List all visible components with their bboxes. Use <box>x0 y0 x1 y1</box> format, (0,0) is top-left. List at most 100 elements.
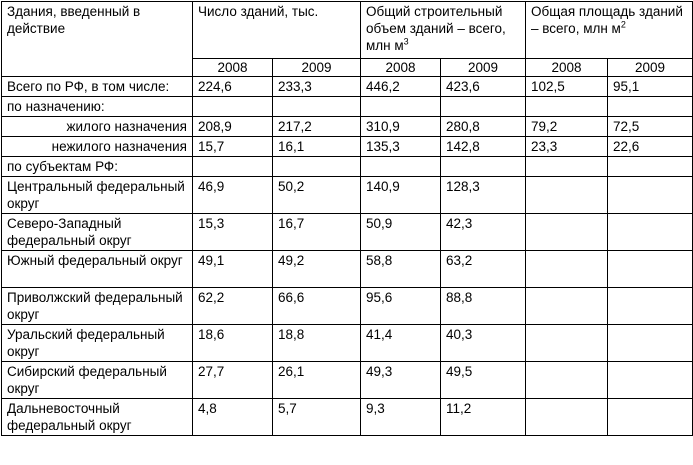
value-cell <box>525 176 609 214</box>
row-label-cell: по субъектам РФ: <box>1 156 193 177</box>
year-cell: 2008 <box>192 58 273 77</box>
value-cell: 88,8 <box>439 287 527 325</box>
value-cell <box>607 398 693 436</box>
value-cell: 49,3 <box>360 361 441 399</box>
value-cell: 42,3 <box>439 213 527 251</box>
value-cell <box>607 250 693 288</box>
value-cell: 50,9 <box>360 213 441 251</box>
header-volume-sup: 3 <box>403 36 409 47</box>
value-cell: 11,2 <box>439 398 527 436</box>
value-cell: 423,6 <box>439 76 527 97</box>
value-cell: 233,3 <box>272 76 361 97</box>
row-label-cell: Северо-Западный федеральный округ <box>1 213 193 251</box>
row-label-cell: Центральный федеральный округ <box>1 176 193 214</box>
table-row: Сибирский федеральный округ 27,7 26,1 49,3 4… <box>1 361 693 399</box>
value-cell: 46,9 <box>192 176 273 214</box>
value-cell <box>439 96 527 117</box>
value-cell: 22,6 <box>607 136 693 157</box>
value-cell: 95,6 <box>360 287 441 325</box>
value-cell: 27,7 <box>192 361 273 399</box>
header-area-sup: 2 <box>620 19 626 30</box>
value-cell <box>607 361 693 399</box>
value-cell <box>525 250 609 288</box>
value-cell <box>525 213 609 251</box>
table-row: Северо-Западный федеральный округ 15,3 16,… <box>1 213 693 251</box>
value-cell <box>607 96 693 117</box>
value-cell: 15,3 <box>192 213 273 251</box>
value-cell: 135,3 <box>360 136 441 157</box>
table-body: Всего по РФ, в том числе: 224,6 233,3 446,2… <box>1 76 693 436</box>
row-label-cell: Южный федеральный округ <box>1 250 193 288</box>
value-cell: 41,4 <box>360 324 441 362</box>
value-cell <box>525 287 609 325</box>
value-cell <box>607 287 693 325</box>
value-cell: 16,1 <box>272 136 361 157</box>
table-row: нежилого назначения 15,7 16,1 135,3 142,8 23,… <box>1 136 693 157</box>
table-row: по субъектам РФ: <box>1 156 693 177</box>
table-row: Всего по РФ, в том числе: 224,6 233,3 446,2… <box>1 76 693 97</box>
header-volume-cell: Общий строительный объем зданий – всего,… <box>359 1 527 59</box>
value-cell: 58,8 <box>360 250 441 288</box>
buildings-table: Здания, введенный в действие Число здани… <box>1 1 693 436</box>
value-cell: 446,2 <box>360 76 441 97</box>
row-label-cell: Дальневосточный федеральный округ <box>1 398 193 436</box>
table-row: по назначению: <box>1 96 693 117</box>
value-cell <box>525 361 609 399</box>
row-label-cell: нежилого назначения <box>1 136 193 157</box>
value-cell <box>525 324 609 362</box>
value-cell: 62,2 <box>192 287 273 325</box>
value-cell: 9,3 <box>360 398 441 436</box>
value-cell <box>192 96 273 117</box>
value-cell <box>439 156 527 177</box>
table-row: Дальневосточный федеральный округ 4,8 5,7 9… <box>1 398 693 436</box>
value-cell: 26,1 <box>272 361 361 399</box>
value-cell: 102,5 <box>525 76 609 97</box>
header-area-cell: Общая площадь зданий – всего, млн м2 <box>525 1 693 59</box>
value-cell: 50,2 <box>272 176 361 214</box>
value-cell <box>272 96 361 117</box>
header-area-text: Общая площадь зданий – всего, млн м <box>531 4 683 36</box>
value-cell: 128,3 <box>439 176 527 214</box>
value-cell: 18,8 <box>272 324 361 362</box>
value-cell: 18,6 <box>192 324 273 362</box>
value-cell: 63,2 <box>439 250 527 288</box>
year-row: 2008 2009 2008 2009 2008 2009 <box>2 58 693 77</box>
header-row: Здания, введенный в действие Число здани… <box>1 1 693 77</box>
value-cell <box>360 96 441 117</box>
value-cell: 5,7 <box>272 398 361 436</box>
row-label-cell: Приволжский федеральный округ <box>1 287 193 325</box>
value-cell <box>525 398 609 436</box>
value-cell: 66,6 <box>272 287 361 325</box>
table-row: Приволжский федеральный округ 62,2 66,6 95,… <box>1 287 693 325</box>
value-cell <box>607 324 693 362</box>
value-cell: 95,1 <box>607 76 693 97</box>
value-cell: 79,2 <box>525 116 609 137</box>
value-cell: 23,3 <box>525 136 609 157</box>
year-cell: 2008 <box>360 58 441 77</box>
table-row: Южный федеральный округ 49,1 49,2 58,8 63,2 <box>1 250 693 288</box>
value-cell <box>272 156 361 177</box>
table-row: жилого назначения 208,9 217,2 310,9 280,8 79,… <box>1 116 693 137</box>
value-cell: 72,5 <box>607 116 693 137</box>
table-row: Центральный федеральный округ 46,9 50,2 140… <box>1 176 693 214</box>
year-cell: 2009 <box>439 58 527 77</box>
value-cell: 142,8 <box>439 136 527 157</box>
value-cell <box>607 176 693 214</box>
value-cell <box>192 156 273 177</box>
value-cell <box>525 96 609 117</box>
value-cell <box>607 213 693 251</box>
value-cell: 15,7 <box>192 136 273 157</box>
value-cell: 16,7 <box>272 213 361 251</box>
year-cell: 2009 <box>272 58 361 77</box>
value-cell <box>360 156 441 177</box>
year-cell: 2008 <box>525 58 609 77</box>
header-volume-text: Общий строительный объем зданий – всего,… <box>366 4 506 53</box>
value-cell: 310,9 <box>360 116 441 137</box>
value-cell: 224,6 <box>192 76 273 97</box>
header-count-cell: Число зданий, тыс. <box>192 1 361 59</box>
value-cell: 49,1 <box>192 250 273 288</box>
table-row: Уральский федеральный округ 18,6 18,8 41,4 4… <box>1 324 693 362</box>
value-cell: 208,9 <box>192 116 273 137</box>
header-name-cell: Здания, введенный в действие <box>1 1 193 77</box>
value-cell: 49,2 <box>272 250 361 288</box>
